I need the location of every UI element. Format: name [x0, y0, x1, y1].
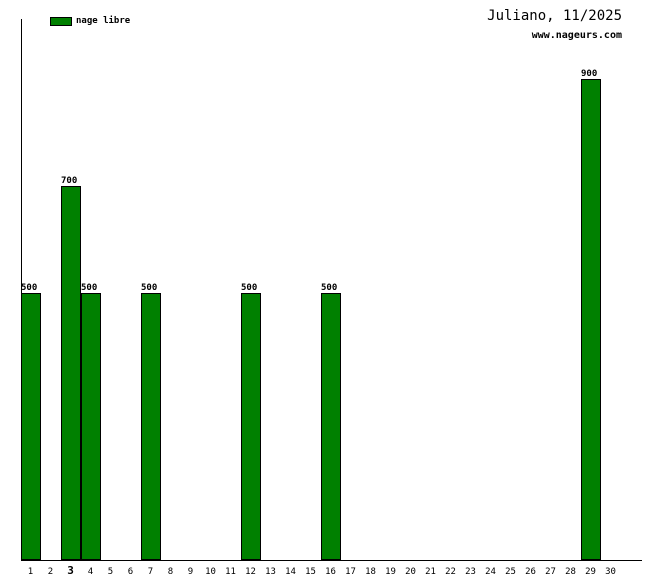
x-tick-label-14: 14	[285, 567, 296, 577]
x-tick-label-21: 21	[425, 567, 436, 577]
x-tick-label-6: 6	[127, 567, 134, 577]
x-tick-label-12: 12	[245, 567, 256, 577]
x-tick-label-24: 24	[485, 567, 496, 577]
x-tick-label-3: 3	[67, 564, 74, 577]
bar-value-label-day-16: 500	[321, 283, 338, 293]
x-tick-label-30: 30	[605, 567, 616, 577]
x-tick-label-22: 22	[445, 567, 456, 577]
x-tick-label-16: 16	[325, 567, 336, 577]
bar-value-label-day-7: 500	[141, 283, 158, 293]
x-tick-label-29: 29	[585, 567, 596, 577]
bar-day-7	[141, 293, 161, 560]
x-tick-label-25: 25	[505, 567, 516, 577]
x-tick-label-18: 18	[365, 567, 376, 577]
bar-day-4	[81, 293, 101, 560]
x-tick-label-28: 28	[565, 567, 576, 577]
x-tick-label-5: 5	[107, 567, 114, 577]
legend: nage libre	[50, 17, 130, 26]
bar-value-label-day-29: 900	[581, 69, 598, 79]
x-tick-label-9: 9	[187, 567, 194, 577]
bar-day-29	[581, 79, 601, 560]
x-tick-label-26: 26	[525, 567, 536, 577]
x-tick-label-23: 23	[465, 567, 476, 577]
bar-value-label-day-12: 500	[241, 283, 258, 293]
x-tick-label-4: 4	[87, 567, 94, 577]
x-tick-label-17: 17	[345, 567, 356, 577]
bar-day-1	[21, 293, 41, 560]
legend-label: nage libre	[76, 16, 131, 26]
bar-day-12	[241, 293, 261, 560]
website-label: www.nageurs.com	[531, 30, 622, 41]
legend-swatch-icon	[50, 17, 72, 26]
bar-value-label-day-3: 700	[61, 176, 78, 186]
x-tick-label-11: 11	[225, 567, 236, 577]
x-tick-label-27: 27	[545, 567, 556, 577]
x-tick-label-7: 7	[147, 567, 154, 577]
x-tick-label-19: 19	[385, 567, 396, 577]
bar-value-label-day-4: 500	[81, 283, 98, 293]
bar-day-3	[61, 186, 81, 560]
chart-header: Juliano, 11/2025 www.nageurs.com	[487, 9, 622, 41]
y-axis-line	[21, 19, 22, 561]
x-tick-label-1: 1	[27, 567, 34, 577]
bar-day-16	[321, 293, 341, 560]
x-tick-label-13: 13	[265, 567, 276, 577]
x-axis-line	[21, 560, 642, 561]
bar-value-label-day-1: 500	[21, 283, 38, 293]
chart-title: Juliano, 11/2025	[487, 8, 622, 24]
x-tick-label-10: 10	[205, 567, 216, 577]
x-tick-label-15: 15	[305, 567, 316, 577]
x-tick-label-8: 8	[167, 567, 174, 577]
x-tick-label-20: 20	[405, 567, 416, 577]
x-tick-label-2: 2	[47, 567, 54, 577]
